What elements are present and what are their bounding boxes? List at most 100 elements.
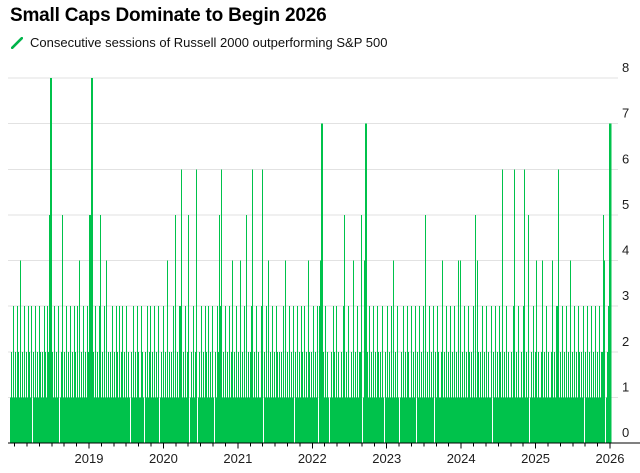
bar <box>143 397 144 443</box>
bar <box>276 306 277 443</box>
bar <box>514 169 515 443</box>
bar <box>501 397 502 443</box>
bar <box>181 169 182 443</box>
bar <box>26 351 27 443</box>
bar <box>446 306 447 443</box>
bar <box>373 306 374 443</box>
bar <box>295 351 296 443</box>
bar <box>18 351 19 443</box>
bar <box>36 397 37 443</box>
bar <box>444 351 445 443</box>
bar <box>55 397 56 443</box>
bar <box>86 397 87 443</box>
chart-title: Small Caps Dominate to Begin 2026 <box>10 5 327 26</box>
bar <box>497 351 498 443</box>
bar <box>336 306 337 443</box>
bar <box>440 397 441 443</box>
bar <box>280 397 281 443</box>
bar <box>456 351 457 443</box>
bar <box>449 397 450 443</box>
bar <box>299 351 300 443</box>
x-tick-label: 2025 <box>521 451 550 466</box>
bar <box>57 397 58 443</box>
bar <box>237 397 238 443</box>
bar <box>557 306 558 443</box>
bar <box>390 397 391 443</box>
x-tick-label: 2021 <box>223 451 252 466</box>
bar <box>79 260 80 443</box>
bar <box>447 397 448 443</box>
bar <box>137 306 138 443</box>
bar <box>15 351 16 443</box>
bar <box>178 397 179 443</box>
bar <box>602 351 603 443</box>
bar <box>420 397 421 443</box>
bar <box>250 351 251 443</box>
bar <box>453 397 454 443</box>
bar <box>281 351 282 443</box>
bar <box>66 306 67 443</box>
y-tick-label: 4 <box>622 243 629 258</box>
bar <box>284 397 285 443</box>
bar <box>327 351 328 443</box>
bar <box>526 351 527 443</box>
bar <box>33 351 34 443</box>
bar <box>202 397 203 443</box>
bar <box>117 351 118 443</box>
bar <box>162 397 163 443</box>
bar <box>500 351 501 443</box>
bar <box>52 351 53 443</box>
bar <box>598 397 599 443</box>
bar <box>186 397 187 443</box>
bar <box>337 397 338 443</box>
bar <box>370 397 371 443</box>
bar <box>115 397 116 443</box>
bar <box>425 214 426 443</box>
bar <box>154 306 155 443</box>
bar <box>503 397 504 443</box>
bar <box>76 397 77 443</box>
bar <box>260 397 261 443</box>
bar <box>479 397 480 443</box>
bar <box>450 306 451 443</box>
x-tick-label: 2019 <box>75 451 104 466</box>
bar <box>131 351 132 443</box>
bar <box>356 397 357 443</box>
bar <box>161 351 162 443</box>
bar <box>95 306 96 443</box>
bar <box>457 397 458 443</box>
bar <box>364 260 365 443</box>
bar <box>81 351 82 443</box>
bar <box>530 397 531 443</box>
bar <box>42 351 43 443</box>
bar <box>43 397 44 443</box>
bar <box>402 397 403 443</box>
bar <box>31 306 32 443</box>
bar <box>194 397 195 443</box>
bar <box>549 397 550 443</box>
bar <box>283 306 284 443</box>
bar <box>411 306 412 443</box>
bar <box>268 260 269 443</box>
bar <box>25 397 26 443</box>
bar <box>29 351 30 443</box>
bar <box>476 397 477 443</box>
bar <box>328 397 329 443</box>
bar <box>39 306 40 443</box>
bar <box>538 351 539 443</box>
bar <box>125 397 126 443</box>
bar <box>269 397 270 443</box>
bar <box>47 306 48 443</box>
bar <box>255 397 256 443</box>
bar <box>349 397 350 443</box>
bar <box>401 351 402 443</box>
bar <box>193 306 194 443</box>
y-tick-label: 8 <box>622 60 629 75</box>
bar <box>378 351 379 443</box>
bar <box>201 306 202 443</box>
bar <box>149 351 150 443</box>
bar <box>213 397 214 443</box>
bar <box>156 351 157 443</box>
bar <box>546 306 547 443</box>
bar <box>502 169 503 443</box>
